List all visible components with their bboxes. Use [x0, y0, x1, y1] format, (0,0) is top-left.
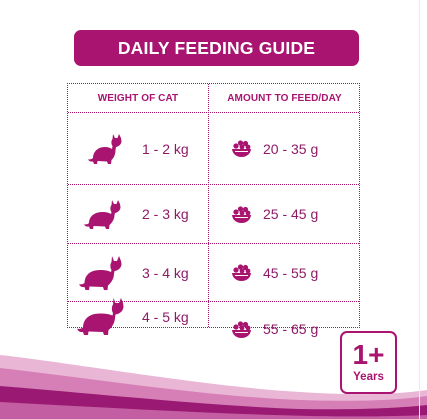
table-row: 45 - 55 g — [208, 244, 361, 301]
decorative-wave — [0, 355, 427, 419]
age-badge-number: 1+ — [352, 339, 385, 370]
cat-weight-value: 1 - 2 kg — [142, 140, 189, 157]
food-bowl-icon — [232, 205, 251, 223]
table-row: 25 - 45 g — [208, 185, 361, 243]
table-row: 1 - 2 kg — [68, 113, 208, 184]
row-divider — [68, 184, 359, 185]
feeding-table: WEIGHT OF CAT AMOUNT TO FEED/DAY 1 - 2 k… — [67, 83, 361, 338]
age-badge-label: Years — [353, 371, 384, 383]
column-divider — [208, 84, 209, 327]
feed-amount-value: 55 - 65 g — [263, 321, 319, 337]
table-row: 3 - 4 kg — [68, 244, 208, 301]
table-row: 20 - 35 g — [208, 113, 361, 184]
table-row: 2 - 3 kg — [68, 185, 208, 243]
table-row: 55 - 65 g — [208, 302, 361, 338]
row-divider — [68, 301, 359, 302]
header-weight-of-cat: WEIGHT OF CAT — [97, 92, 179, 104]
cat-weight-value: 4 - 5 kg — [142, 308, 189, 325]
cat-medium-icon — [84, 199, 121, 229]
cat-xlarge-icon — [77, 298, 124, 335]
age-badge: 1+ Years — [340, 331, 397, 394]
table-row: 4 - 5 kg — [68, 278, 208, 335]
cat-small-icon — [88, 133, 122, 164]
page-title: DAILY FEEDING GUIDE — [117, 37, 316, 58]
feed-amount-value: 25 - 45 g — [263, 206, 319, 222]
header-amount-to-feed: AMOUNT TO FEED/DAY — [227, 92, 342, 104]
feed-amount-value: 20 - 35 g — [263, 140, 319, 157]
title-banner: DAILY FEEDING GUIDE — [74, 30, 359, 66]
row-divider — [68, 243, 359, 244]
food-bowl-icon — [232, 140, 251, 157]
cat-weight-value: 2 - 3 kg — [142, 206, 189, 222]
image-edge — [419, 0, 420, 419]
feed-amount-value: 45 - 55 g — [263, 264, 319, 281]
cat-large-icon — [79, 255, 122, 290]
food-bowl-icon — [232, 320, 251, 338]
header-divider — [68, 112, 359, 113]
cat-weight-value: 3 - 4 kg — [142, 264, 189, 281]
food-bowl-icon — [232, 264, 251, 281]
